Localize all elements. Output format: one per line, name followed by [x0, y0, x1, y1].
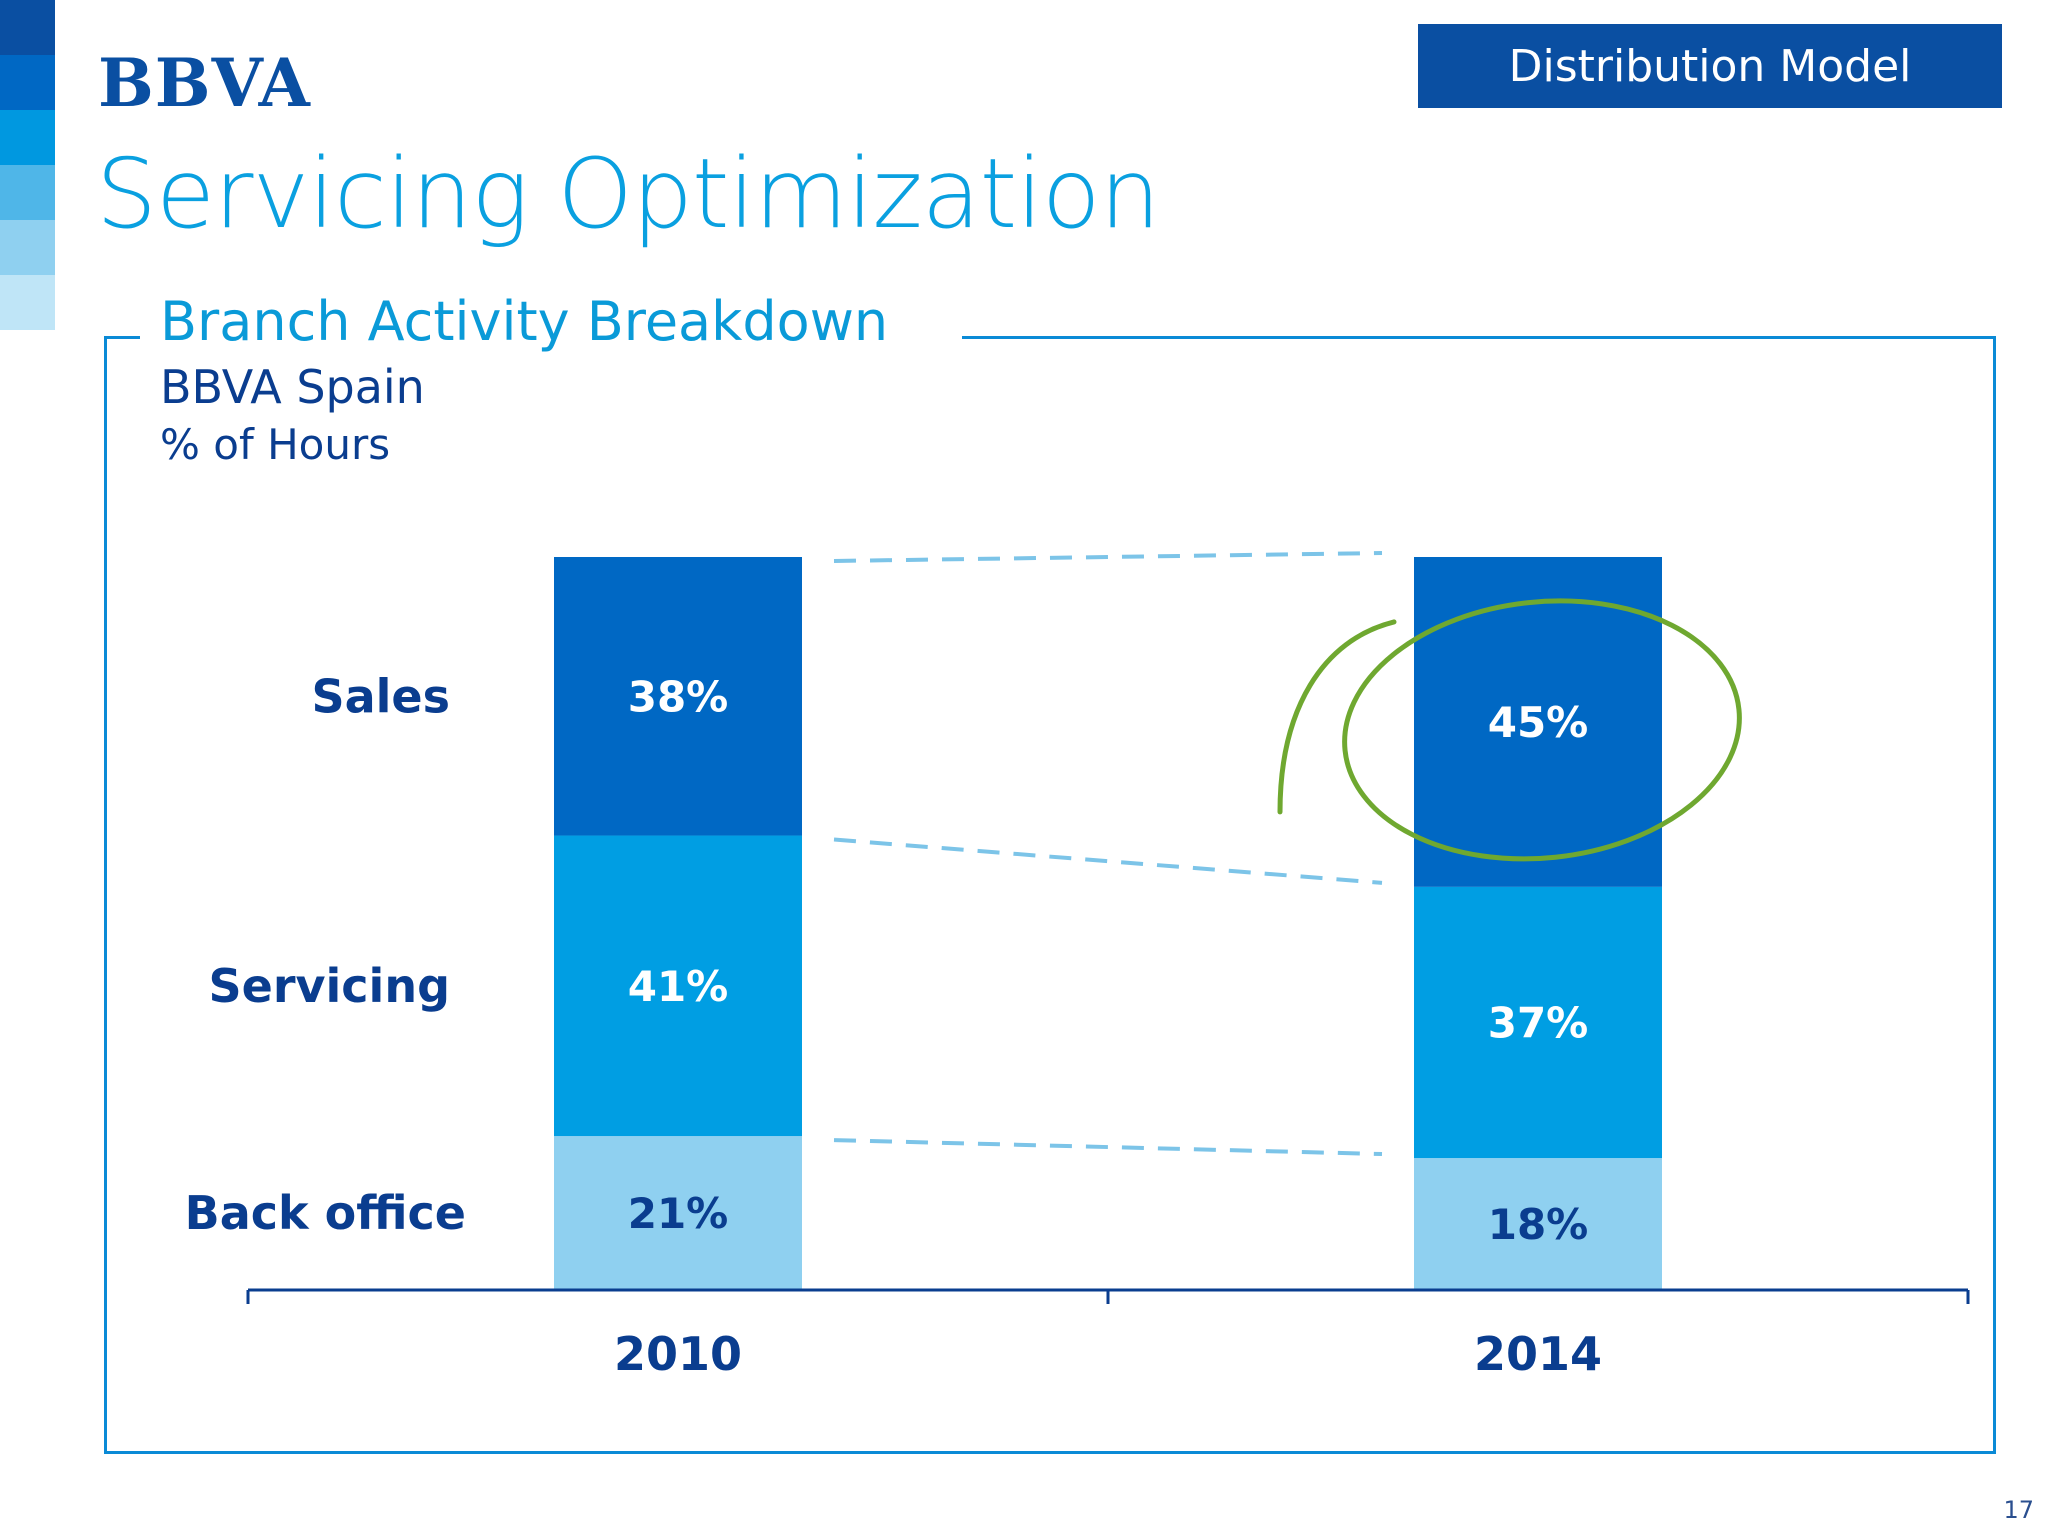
series-label: Sales: [311, 669, 450, 723]
bar-segment: [1414, 1158, 1662, 1290]
highlight-circle: [1342, 598, 1742, 862]
bar-segment: [554, 835, 802, 1137]
chart-subtitle: BBVA Spain: [160, 360, 425, 414]
strip-block: [0, 165, 55, 220]
data-label: 18%: [1488, 1200, 1589, 1249]
data-label: 45%: [1488, 698, 1589, 747]
highlight-stroke-tail: [1277, 619, 1397, 815]
bar-segment: [1414, 557, 1662, 887]
series-label: Back office: [185, 1186, 466, 1240]
series-label: Servicing: [209, 959, 450, 1013]
bar-segment: [1414, 886, 1662, 1159]
corner-color-strip: [0, 0, 55, 330]
connector-line: [833, 837, 1383, 885]
data-label: 21%: [628, 1189, 729, 1238]
chart-title: Branch Activity Breakdown: [160, 290, 889, 353]
x-tick-label: 2014: [1474, 1327, 1602, 1381]
strip-block: [0, 275, 55, 330]
bar-segment: [554, 1136, 802, 1290]
connector-line: [833, 551, 1383, 563]
page-title: Servicing Optimization: [96, 138, 1160, 250]
chart-frame: [104, 336, 1996, 1454]
bar-segment: [554, 557, 802, 836]
strip-block: [0, 55, 55, 110]
x-tick-label: 2010: [614, 1327, 742, 1381]
strip-block: [0, 110, 55, 165]
connector-line: [833, 1138, 1383, 1157]
page-number: 17: [2003, 1496, 2034, 1524]
data-label: 37%: [1488, 998, 1589, 1047]
chart-unit-label: % of Hours: [160, 420, 391, 469]
data-label: 38%: [628, 672, 729, 721]
strip-block: [0, 220, 55, 275]
strip-block: [0, 0, 55, 55]
frame-title-gap: [140, 326, 962, 346]
data-label: 41%: [628, 962, 729, 1011]
section-tag: Distribution Model: [1418, 24, 2002, 108]
bbva-logo: BBVA: [98, 44, 311, 122]
